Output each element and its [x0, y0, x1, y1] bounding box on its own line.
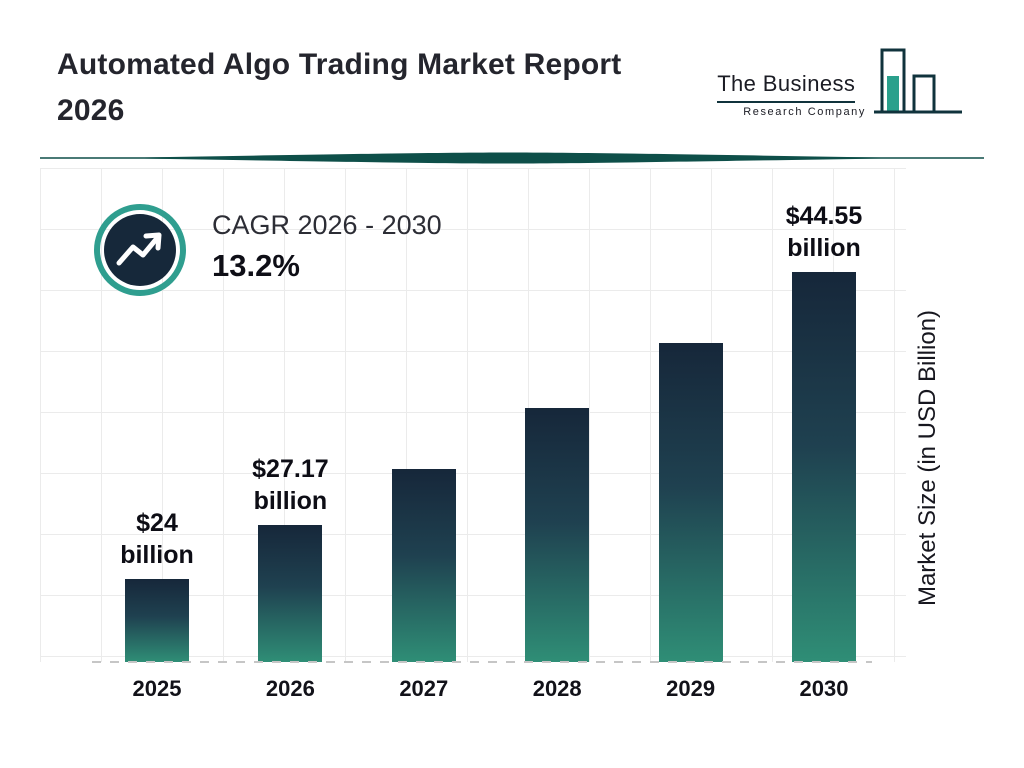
logo-text: The Business Research Company — [717, 71, 866, 118]
bar-2028 — [525, 408, 590, 662]
bar-2029 — [658, 343, 723, 662]
chart-baseline — [92, 661, 872, 663]
cagr-callout: CAGR 2026 - 2030 13.2% — [92, 202, 442, 298]
logo-bar-chart-icon — [874, 48, 962, 114]
trend-up-icon — [94, 204, 186, 296]
bar-value-label: $44.55 billion — [729, 200, 919, 264]
bar-value-label: $27.17 billion — [195, 453, 385, 517]
bar-2027 — [391, 469, 456, 662]
page-title: Automated Algo Trading Market Report 202… — [57, 42, 621, 134]
company-logo: The Business Research Company — [717, 38, 966, 118]
bar-2030 — [792, 272, 856, 662]
logo-text-primary: The Business — [717, 71, 856, 103]
bar-value-label: $24 billion — [62, 507, 252, 571]
bar-chart: CAGR 2026 - 2030 13.2% $24 billion $27.17 b… — [40, 168, 906, 663]
page-title-line2: 2026 — [57, 94, 125, 127]
x-tick-2026: 2026 — [265, 676, 315, 701]
x-axis-ticks: 2025 2026 2027 2028 2029 2030 — [40, 676, 906, 708]
bar-value-unit: billion — [120, 541, 194, 569]
cagr-value: 13.2% — [212, 248, 300, 283]
logo-text-secondary: Research Company — [743, 106, 866, 118]
cagr-text: CAGR 2026 - 2030 13.2% — [212, 202, 442, 284]
divider-line — [40, 152, 984, 164]
x-tick-2025: 2025 — [132, 676, 182, 701]
x-tick-2030: 2030 — [799, 676, 849, 701]
y-axis-label: Market Size (in USD Billion) — [914, 309, 941, 607]
cagr-label: CAGR 2026 - 2030 — [212, 210, 442, 240]
x-tick-2027: 2027 — [399, 676, 449, 701]
bar-2026 — [258, 525, 323, 662]
bar-value-amount: $27.17 — [252, 455, 329, 483]
page-title-line1: Automated Algo Trading Market Report — [57, 48, 622, 81]
x-tick-2029: 2029 — [666, 676, 716, 701]
x-tick-2028: 2028 — [532, 676, 582, 701]
bar-value-unit: billion — [253, 487, 328, 515]
bar-value-unit: billion — [787, 234, 861, 262]
bar-value-amount: $24 — [136, 509, 178, 537]
bar-value-amount: $44.55 — [785, 202, 863, 230]
bar-2025 — [125, 579, 189, 662]
